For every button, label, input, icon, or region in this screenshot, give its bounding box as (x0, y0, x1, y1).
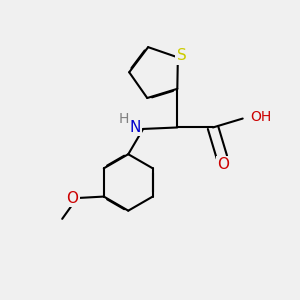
Text: S: S (176, 48, 186, 63)
Text: H: H (118, 112, 129, 125)
Text: N: N (129, 120, 140, 135)
Text: O: O (218, 157, 230, 172)
Text: OH: OH (250, 110, 272, 124)
Text: O: O (67, 190, 79, 206)
